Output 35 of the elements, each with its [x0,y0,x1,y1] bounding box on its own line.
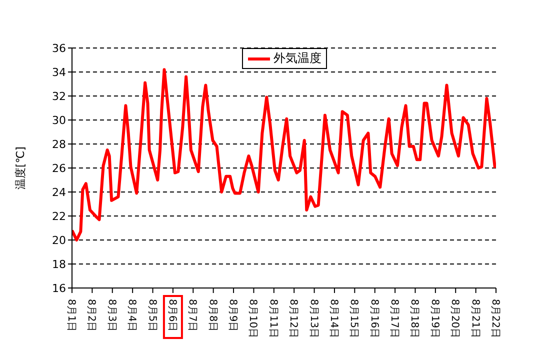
y-tick-label: 34 [52,66,66,79]
x-tick-label: 8月12日 [288,299,299,338]
x-tick-label: 8月2日 [86,299,97,332]
y-tick-label: 18 [52,258,66,271]
y-tick-label: 22 [52,210,66,223]
y-tick-label: 36 [52,42,66,55]
x-tick-label: 8月15日 [348,299,360,338]
x-tick-label: 8月22日 [490,299,500,338]
y-tick-label: 16 [52,282,66,295]
x-tick-label: 8月8日 [206,299,218,332]
x-tick-label: 8月11日 [267,299,278,338]
x-tick-label: 8月3日 [106,299,117,332]
x-tick-label: 8月5日 [146,299,158,332]
x-tick-label: 8月16日 [368,299,380,338]
y-tick-label: 32 [52,90,66,103]
x-tick-label: 8月18日 [408,299,420,338]
x-tick-label: 8月19日 [428,299,440,338]
x-tick-label: 8月6日 [166,299,178,332]
x-tick-label: 8月17日 [388,299,400,338]
y-tick-label: 26 [52,162,66,175]
x-tick-label: 8月4日 [126,299,138,332]
y-tick-label: 28 [52,138,66,151]
x-tick-label: 8月10日 [247,299,258,338]
x-tick-label: 8月21日 [469,299,480,338]
x-tick-label: 8月13日 [308,299,319,338]
y-tick-label: 20 [52,234,66,247]
legend-label: 外気温度 [274,50,322,67]
x-tick-label: 8月1日 [66,299,76,332]
y-axis-title: 温度[℃] [14,146,27,190]
x-tick-label: 8月20日 [449,299,460,338]
x-tick-label: 8月7日 [186,299,198,332]
y-tick-label: 30 [52,114,66,127]
y-tick-label: 24 [52,186,66,199]
x-tick-label: 8月14日 [328,299,339,338]
x-tick-label: 8月9日 [227,299,238,332]
